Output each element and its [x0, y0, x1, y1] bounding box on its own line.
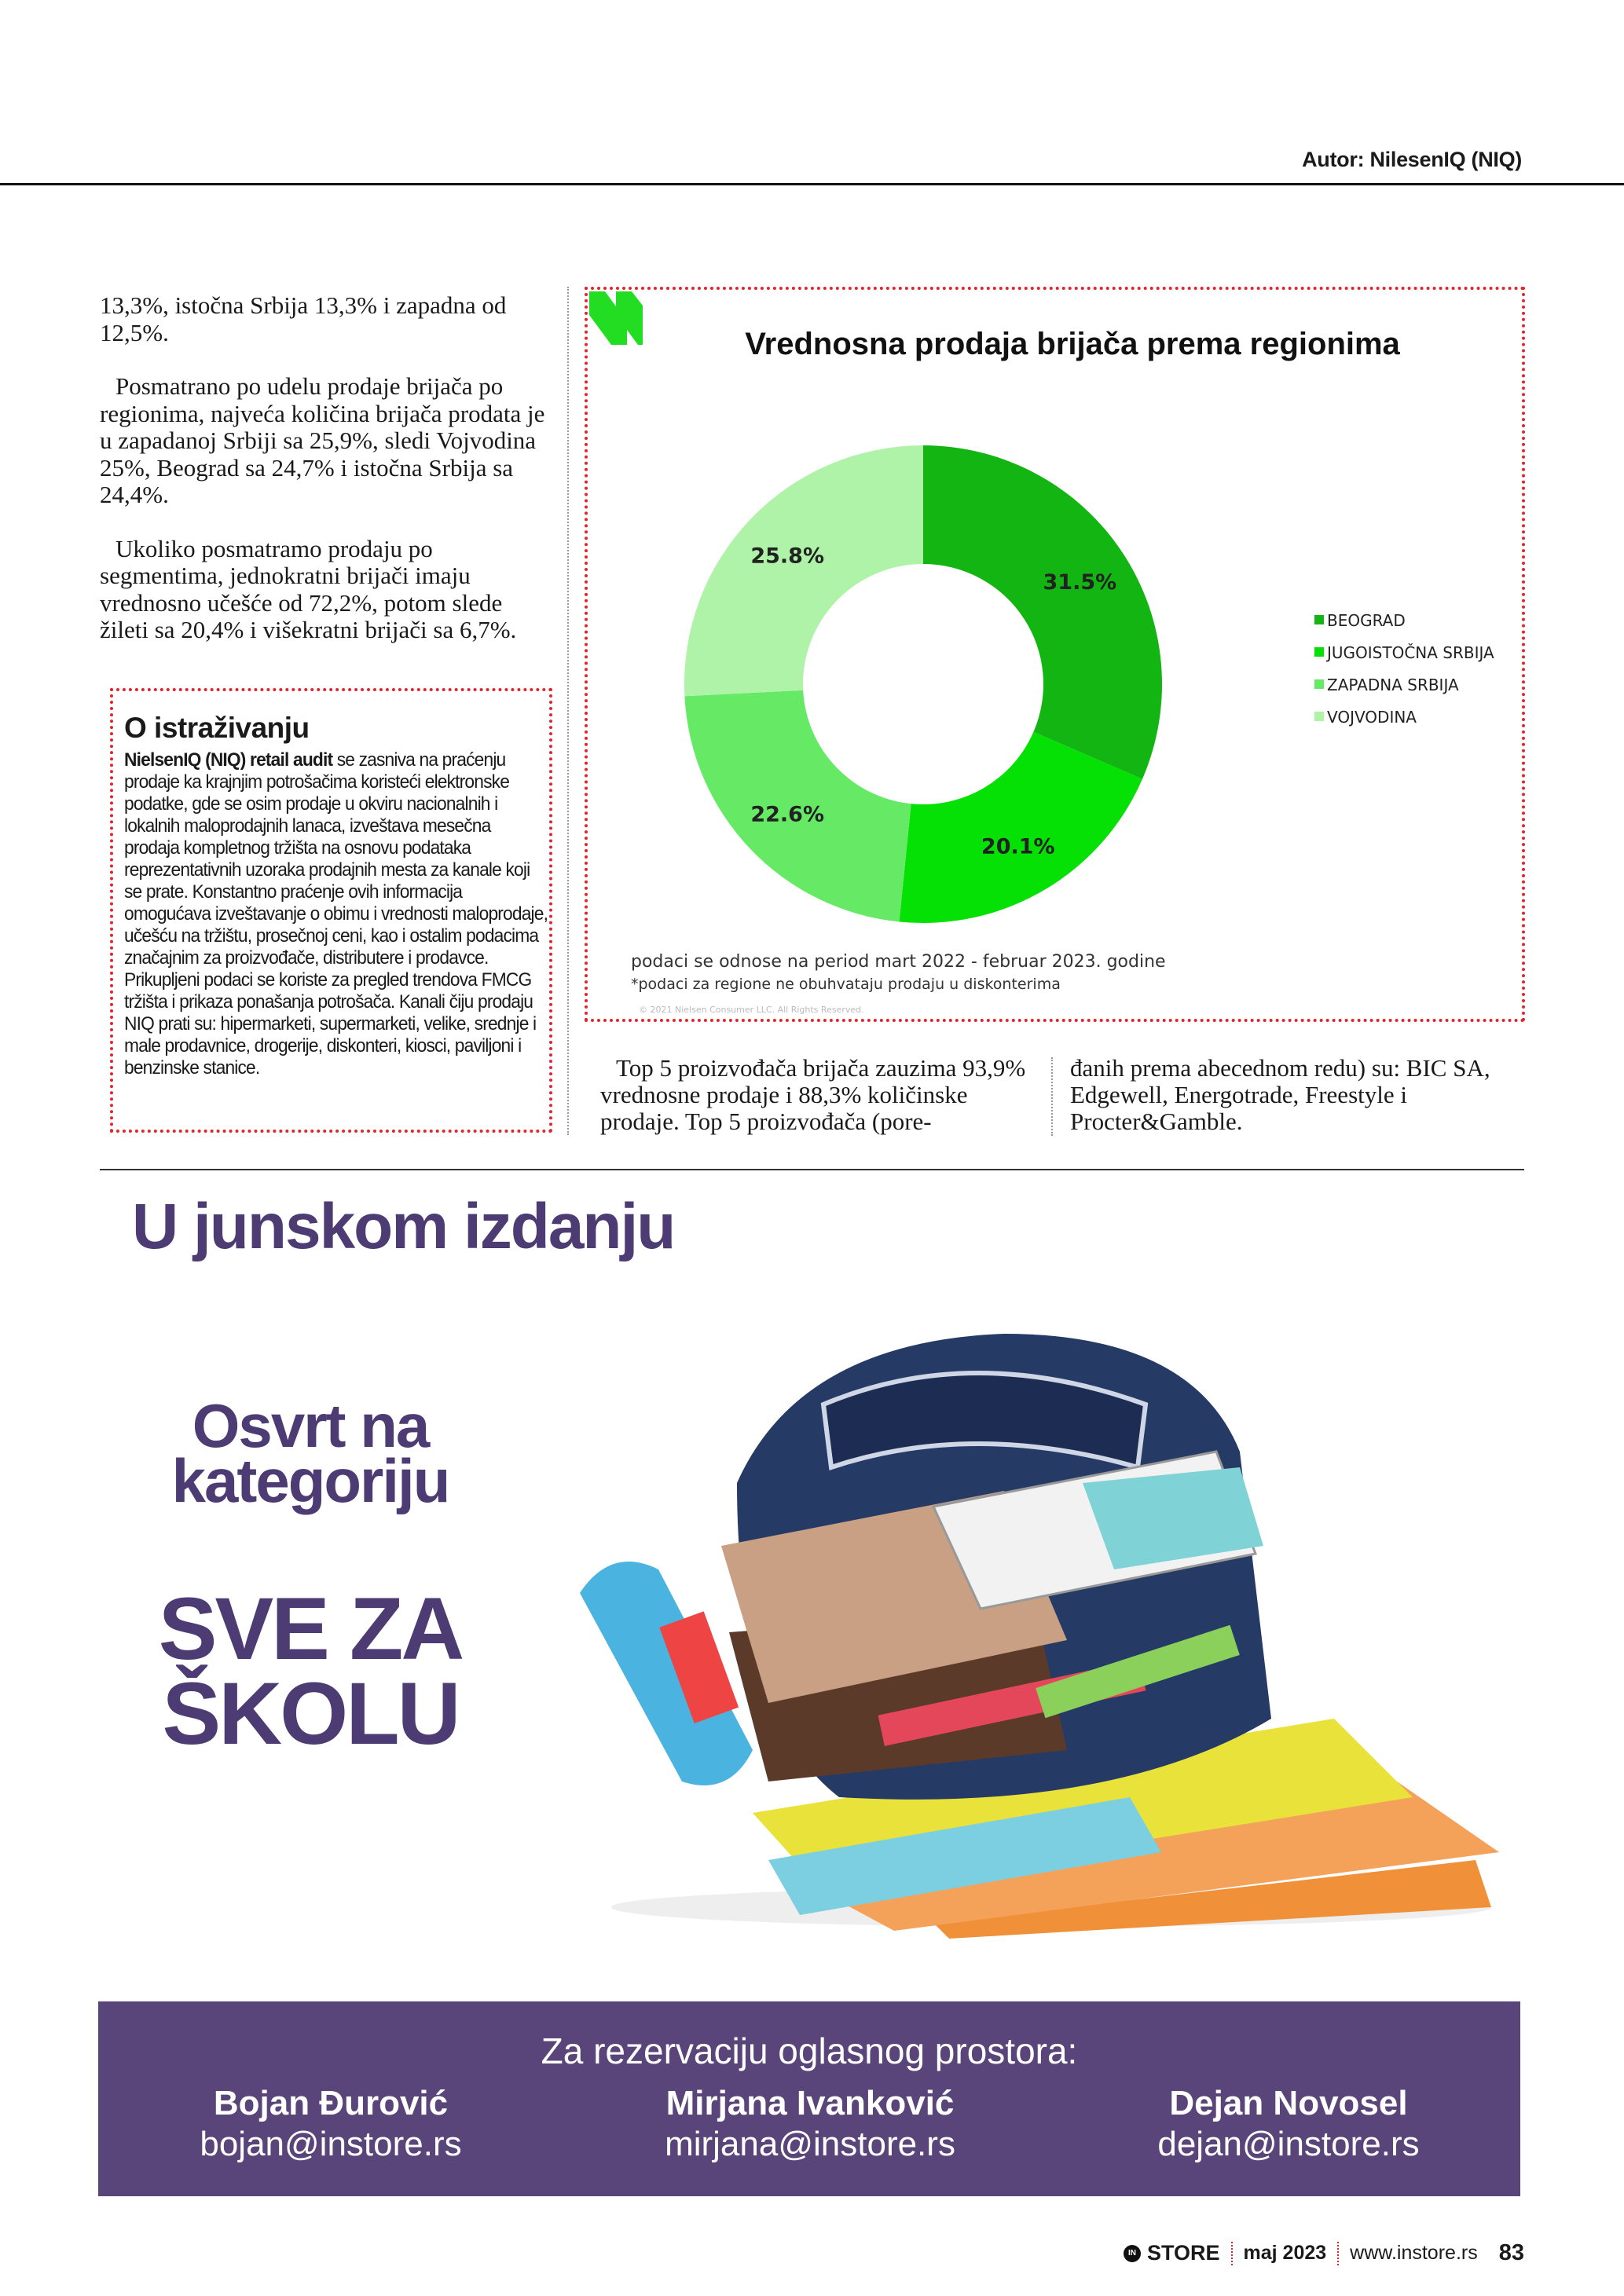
promo-topic-line: ŠKOLU: [162, 1664, 461, 1763]
contact-card: Mirjana Ivanković mirjana@instore.rs: [590, 2083, 1030, 2165]
legend-label: JUGOISTOČNA SRBIJA: [1325, 643, 1494, 662]
contact-card: Bojan Đurović bojan@instore.rs: [111, 2083, 551, 2165]
legend-swatch: [1314, 679, 1324, 689]
section-rule: [100, 1169, 1524, 1170]
donut-slice: [684, 445, 923, 697]
chart-copyright: © 2021 Nielsen Consumer LLC. All Rights …: [639, 1005, 864, 1015]
info-box-lead: NielsenIQ (NIQ) retail audit: [124, 749, 333, 771]
ad-reservation-banner: Za rezervaciju oglasnog prostora: Bojan …: [98, 2001, 1520, 2196]
paragraph: Posmatrano po udelu prodaje brijača po r…: [100, 372, 545, 508]
school-supplies-image: [580, 1334, 1499, 1939]
article-text: đanih prema abecednom redu) su: BIC SA, …: [1070, 1054, 1490, 1135]
page-footer: IN STORE maj 2023 www.instore.rs 83: [1124, 2240, 1524, 2266]
legend-label: VOJVODINA: [1327, 708, 1417, 727]
footer-site-link[interactable]: www.instore.rs: [1350, 2242, 1478, 2264]
author-credit: Autor: NilesenIQ (NIQ): [1302, 148, 1522, 171]
legend-label: BEOGRAD: [1327, 611, 1406, 630]
promo-topic-line: SVE ZA: [158, 1580, 465, 1678]
donut-slice: [899, 731, 1142, 923]
chart-title: Vrednosna prodaja brijača prema regionim…: [745, 327, 1400, 361]
contact-name: Dejan Novosel: [1169, 2084, 1408, 2122]
data-label: 22.6%: [750, 802, 824, 826]
article-left-column: 13,3%, istočna Srbija 13,3% i zapadna od…: [100, 291, 552, 671]
legend-label: ZAPADNA SRBIJA: [1327, 676, 1459, 694]
promo-sub-line: Osvrt na: [192, 1391, 430, 1460]
contact-name: Bojan Đurović: [213, 2084, 449, 2122]
contact-email-link[interactable]: bojan@instore.rs: [200, 2125, 462, 2163]
column-divider: [1051, 1057, 1053, 1136]
paragraph: Ukoliko posmatramo prodaju po segmentima…: [100, 534, 517, 643]
donut-slice: [923, 445, 1162, 779]
instore-logo-icon: IN: [1124, 2244, 1141, 2262]
page-number: 83: [1498, 2240, 1524, 2265]
chart-note: podaci se odnose na period mart 2022 - f…: [631, 952, 1166, 972]
data-label: 25.8%: [750, 544, 824, 569]
footer-separator: [1230, 2241, 1233, 2265]
footer-separator: [1337, 2241, 1340, 2265]
contact-email-link[interactable]: dejan@instore.rs: [1157, 2125, 1420, 2163]
donut-chart: Vrednosna prodaja brijača prema regionim…: [589, 291, 1494, 1015]
info-box-text: se zasniva na praćenju prodaje ka krajnj…: [124, 749, 548, 1078]
data-label: 31.5%: [1043, 570, 1117, 595]
data-label: 20.1%: [981, 835, 1055, 859]
column-divider: [567, 287, 569, 1135]
legend-swatch: [1314, 712, 1324, 721]
donut-slice: [684, 690, 911, 922]
contact-card: Dejan Novosel dejan@instore.rs: [1069, 2083, 1509, 2165]
paragraph: 13,3%, istočna Srbija 13,3% i zapadna od…: [100, 291, 507, 346]
legend-swatch: [1314, 647, 1324, 657]
header-rule: [0, 183, 1624, 185]
info-box-body: NielsenIQ (NIQ) retail audit se zasniva …: [124, 749, 548, 1079]
chart-box: Vrednosna prodaja brijača prema regionim…: [585, 287, 1525, 1022]
info-box: O istraživanju NielsenIQ (NIQ) retail au…: [110, 688, 552, 1133]
promo-sub-line: kategoriju: [171, 1446, 451, 1515]
footer-brand: STORE: [1147, 2241, 1220, 2265]
promo-topic: SVE ZA ŠKOLU: [118, 1580, 503, 1763]
promo-subheading: Osvrt na kategoriju: [118, 1391, 503, 1515]
chart-note: *podaci za regione ne obuhvataju prodaju…: [631, 976, 1061, 993]
footer-issue: maj 2023: [1243, 2242, 1327, 2264]
contact-name: Mirjana Ivanković: [665, 2084, 955, 2122]
promo-heading: U junskom izdanju: [132, 1191, 676, 1262]
article-text: Top 5 proizvođača brijača zauzima 93,9% …: [600, 1054, 1026, 1135]
legend-swatch: [1314, 615, 1324, 624]
pencil-case-icon: [580, 1562, 753, 1785]
niq-logo-icon: [589, 291, 643, 345]
info-box-title: O istraživanju: [124, 712, 310, 744]
banner-title: Za rezervaciju oglasnog prostora:: [541, 2031, 1078, 2071]
contact-email-link[interactable]: mirjana@instore.rs: [665, 2125, 955, 2163]
